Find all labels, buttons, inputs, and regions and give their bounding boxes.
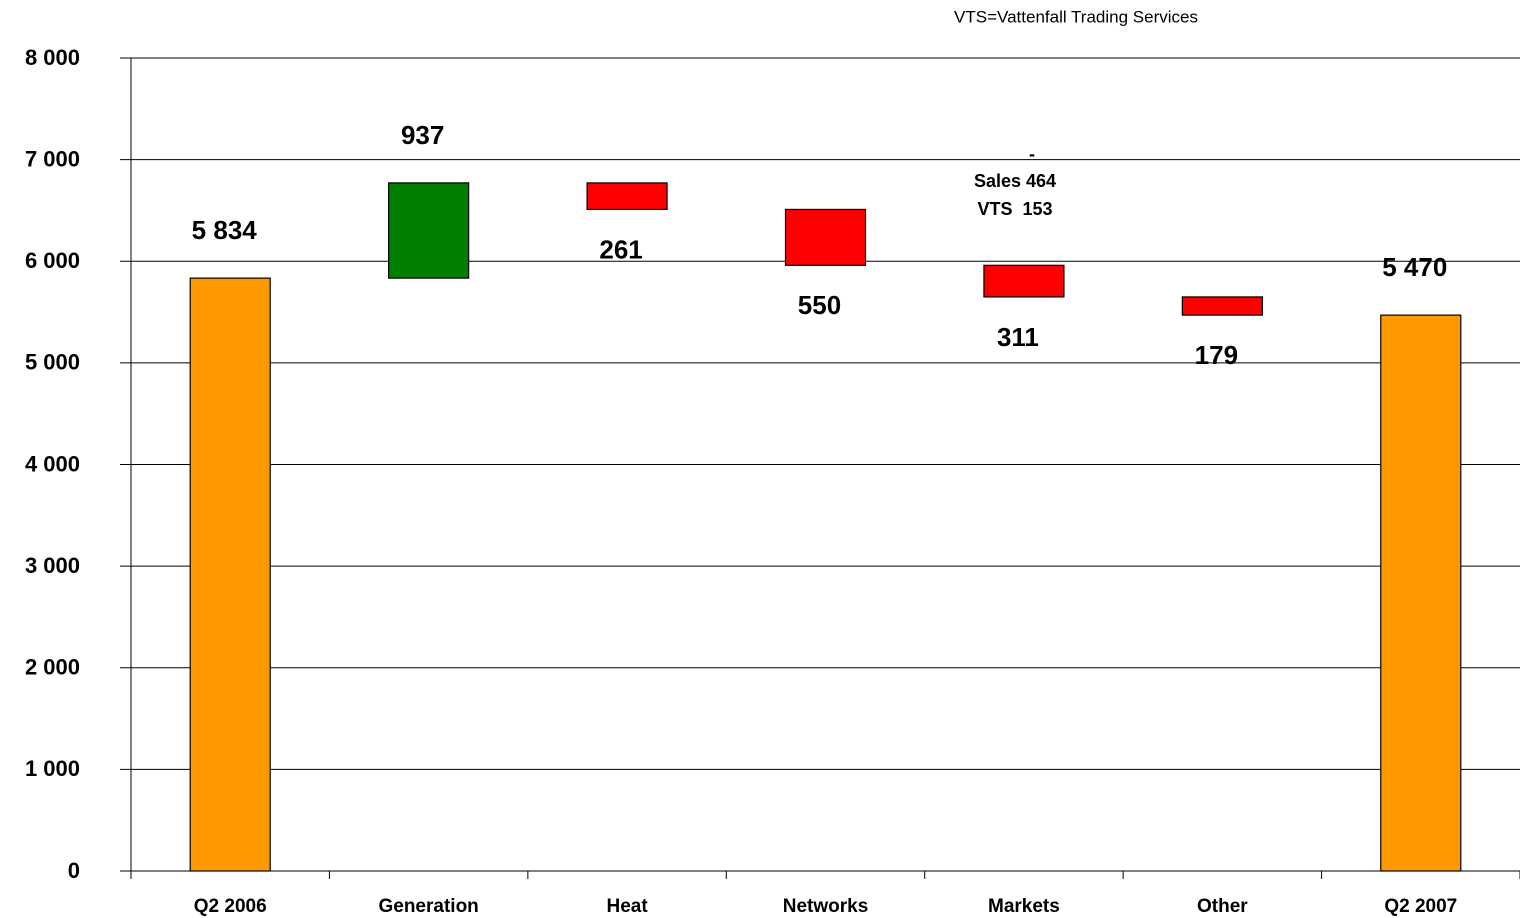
- x-tick-label: Other: [1197, 896, 1248, 917]
- annotation: VTS 153: [977, 199, 1052, 219]
- y-tick-label: 1 000: [25, 756, 80, 781]
- y-tick-label: 8 000: [25, 45, 80, 70]
- annotation: -: [1029, 144, 1035, 164]
- bar: [784, 208, 867, 266]
- annotation: Sales 464: [974, 171, 1056, 191]
- annotation: VTS=Vattenfall Trading Services: [954, 7, 1198, 26]
- x-tick-label: Markets: [988, 896, 1060, 917]
- y-tick-label: 0: [68, 858, 80, 883]
- x-tick-label: Heat: [606, 896, 648, 917]
- y-tick-label: 4 000: [25, 451, 80, 476]
- data-label: 550: [798, 290, 841, 320]
- y-tick-label: 5 000: [25, 350, 80, 375]
- y-tick-label: 7 000: [25, 146, 80, 171]
- bar: [189, 277, 271, 872]
- x-tick-label: Networks: [783, 896, 869, 917]
- y-tick-label: 3 000: [25, 553, 80, 578]
- data-label: 179: [1195, 340, 1238, 370]
- data-label: 937: [401, 120, 444, 150]
- y-tick-label: 2 000: [25, 655, 80, 680]
- data-label: 261: [599, 234, 642, 264]
- x-tick-label: Q2 2007: [1384, 896, 1457, 917]
- bar: [388, 182, 470, 279]
- bar: [1380, 314, 1462, 872]
- data-label: 311: [997, 322, 1039, 352]
- bar: [983, 264, 1065, 298]
- data-label: 5 470: [1382, 252, 1447, 282]
- y-tick-label: 6 000: [25, 248, 80, 273]
- x-tick-label: Generation: [378, 896, 478, 917]
- data-label: 5 834: [192, 215, 258, 245]
- bar: [1181, 296, 1263, 316]
- x-tick-label: Q2 2006: [194, 896, 267, 917]
- bar: [586, 182, 668, 211]
